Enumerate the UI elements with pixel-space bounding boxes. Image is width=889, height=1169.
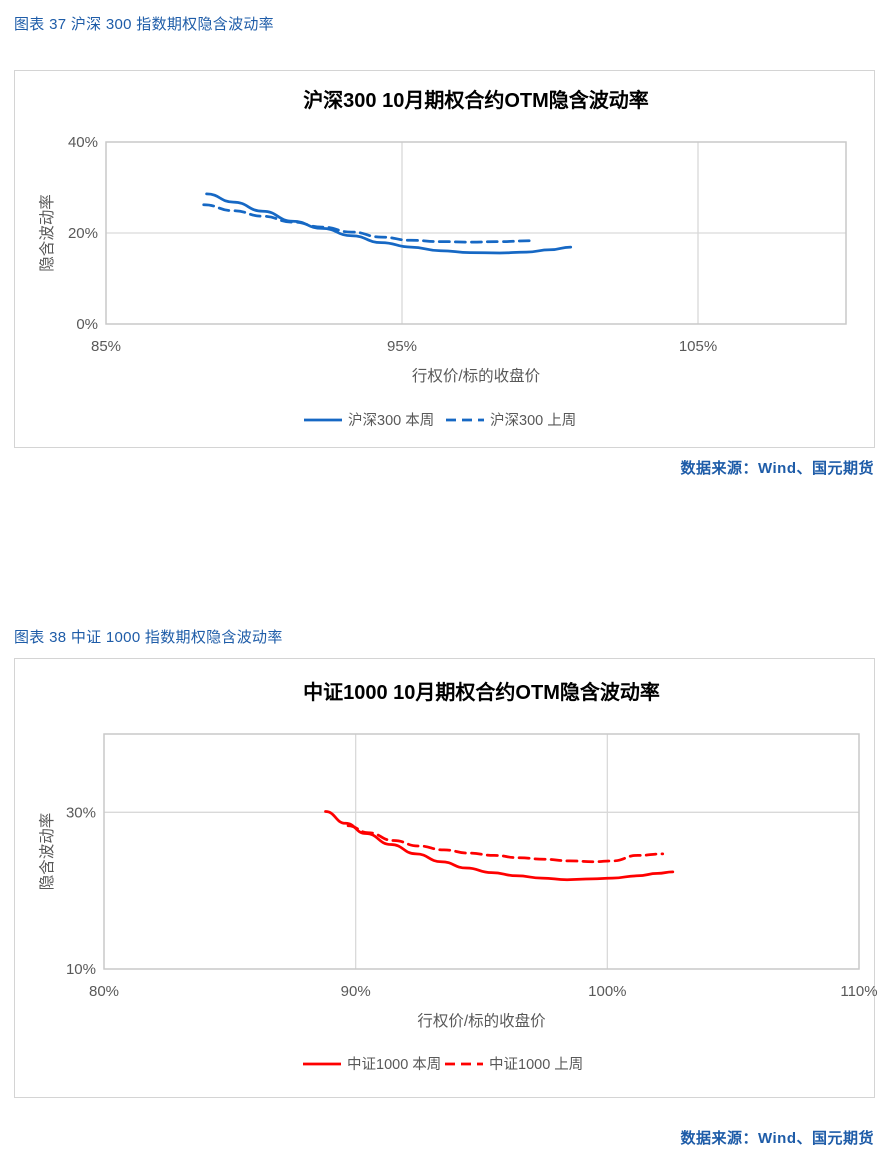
x-axis-title: 行权价/标的收盘价 [412, 366, 541, 385]
series-line [202, 203, 534, 244]
y-tick-label: 30% [66, 804, 96, 821]
legend-label: 中证1000 本周 [347, 1056, 441, 1073]
data-source-note-2: 数据来源：Wind、国元期货 [680, 1130, 874, 1147]
y-tick-label: 40% [68, 134, 98, 151]
csi300-chart-panel: 85% 95% 105% 0% 20% 40% 沪深300 10月期权合约OTM隐含波动率行… [14, 70, 875, 448]
x-tick-label: 100% [588, 983, 626, 1000]
legend-label: 沪深300 上周 [490, 412, 576, 429]
x-tick-label: 80% [89, 983, 119, 1000]
data-source-note-1: 数据来源：Wind、国元期货 [680, 460, 874, 477]
figure-38-caption: 图表 38 中证 1000 指数期权隐含波动率 [14, 629, 283, 646]
y-tick-label: 10% [66, 961, 96, 978]
y-tick-label: 0% [76, 316, 98, 333]
csi1000-chart-panel: 80% 90% 100% 110% 10% 30% 中证1000 10月期权合约OTM隐含波… [14, 658, 878, 1098]
x-axis-title: 行权价/标的收盘价 [417, 1011, 546, 1030]
x-tick-label: 110% [840, 983, 877, 1000]
legend-label: 沪深300 本周 [348, 412, 434, 429]
plot-border [105, 141, 847, 325]
chart-title: 沪深300 10月期权合约OTM隐含波动率 [303, 88, 649, 112]
x-tick-label: 105% [679, 338, 717, 355]
chart-title: 中证1000 10月期权合约OTM隐含波动率 [303, 680, 660, 704]
series-line [205, 192, 573, 255]
x-tick-label: 85% [91, 338, 121, 355]
y-axis-title: 隐含波动率 [38, 813, 56, 891]
x-tick-label: 95% [387, 338, 417, 355]
series-line [346, 824, 665, 864]
csi300-iv-chart: 85% 95% 105% 0% 20% 40% 沪深300 10月期权合约OTM隐含波动率行… [38, 88, 847, 429]
series-line [324, 810, 675, 882]
plot-border [103, 733, 860, 970]
legend-label: 中证1000 上周 [489, 1056, 583, 1073]
y-tick-label: 20% [68, 225, 98, 242]
csi1000-iv-chart: 80% 90% 100% 110% 10% 30% 中证1000 10月期权合约OTM隐含波… [38, 680, 878, 1073]
y-axis-title: 隐含波动率 [38, 194, 56, 272]
x-tick-label: 90% [341, 983, 371, 1000]
figure-37-caption: 图表 37 沪深 300 指数期权隐含波动率 [14, 16, 274, 33]
